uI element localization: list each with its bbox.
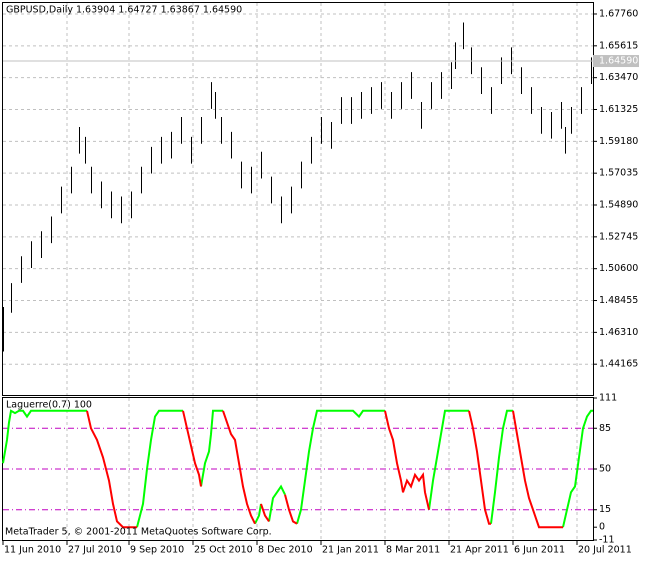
y-tick-label: 0 [599,522,605,533]
y-tick-label: -11 [599,535,615,546]
plot-layer: 1.67760 1.65615 1.63470 1.61325 1.59180 1.570… [2,3,639,556]
x-tick-label: 11 Jun 2010 [4,545,61,556]
y-tick-label: 1.61325 [599,104,638,115]
indicator-title: Laguerre(0.7) 100 [6,400,92,411]
y-tick-label: 1.65615 [599,40,638,51]
x-tick-label: 20 Jul 2011 [578,545,632,556]
y-tick-label: 1.59180 [599,136,638,147]
x-tick-label: 25 Oct 2010 [194,545,253,556]
price-frame [2,2,594,396]
x-tick-label: 8 Mar 2011 [386,545,440,556]
x-tick-label: 9 Sep 2010 [130,545,184,556]
y-tick-label: 1.50600 [599,263,638,274]
chart-title: GBPUSD,Daily 1.63904 1.64727 1.63867 1.6… [6,5,242,16]
x-tick-label: 21 Apr 2011 [450,545,509,556]
y-tick-label: 50 [599,464,611,475]
y-tick-label: 15 [599,504,611,515]
x-tick-label: 8 Dec 2010 [258,545,313,556]
y-tick-label: 85 [599,423,611,434]
y-tick-label: 1.57035 [599,168,638,179]
y-tick-label: 1.44165 [599,359,638,370]
y-tick-label: 1.67760 [599,8,638,19]
x-tick-label: 21 Jan 2011 [322,545,379,556]
y-tick-label: 1.46310 [599,327,638,338]
last-price-box [593,55,639,68]
x-tick-label: 27 Jul 2010 [68,545,122,556]
last-price-label: 1.64590 [599,56,638,67]
y-tick-label: 1.48455 [599,295,638,306]
indicator-line [86,410,563,529]
x-tick-label: 6 Jun 2011 [514,545,565,556]
y-tick-label: 1.63470 [599,72,638,83]
y-tick-label: 111 [599,393,617,404]
y-tick-label: 1.52745 [599,231,638,242]
y-tick-label: 1.54890 [599,200,638,211]
indicator-line [2,409,593,528]
copyright: MetaTrader 5, © 2001-2011 MetaQuotes Sof… [5,527,272,538]
